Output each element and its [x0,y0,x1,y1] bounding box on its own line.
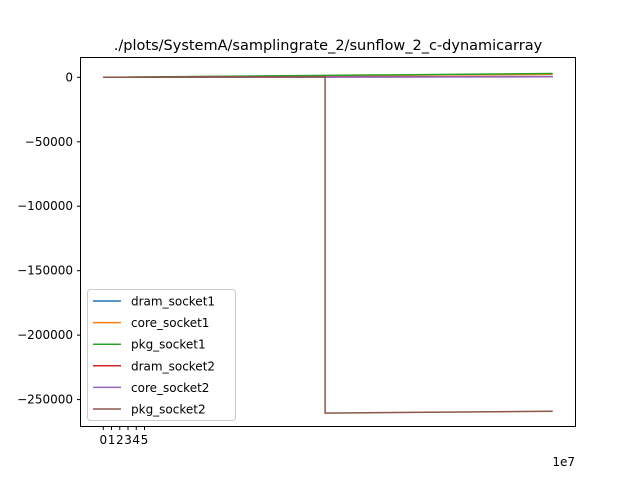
legend-label: dram_socket2 [131,359,215,373]
legend-label: core_socket1 [131,316,209,330]
y-axis: 0 −50000 −100000 −150000 −200000 −250000 [17,70,81,407]
x-tick-label: 3 [124,433,132,447]
plot-frame [80,57,576,427]
legend-label: pkg_socket1 [131,338,206,352]
y-tick-label: −200000 [17,328,73,342]
y-tick-label: −50000 [25,135,73,149]
x-offset-label: 1e7 [552,455,575,469]
plot-lines [103,72,553,414]
series-line-pkg_socket2 [103,75,553,414]
legend: dram_socket1 core_socket1 pkg_socket1 dram_… [87,289,236,421]
legend-label: core_socket2 [131,381,209,395]
legend-label: pkg_socket2 [131,403,206,417]
legend-label: dram_socket1 [131,295,215,309]
y-tick-label: −100000 [17,199,73,213]
x-tick-label: 4 [132,433,140,447]
x-tick-label: 5 [141,433,149,447]
y-tick-label: 0 [65,70,73,84]
x-tick-label: 1 [108,433,116,447]
chart-title: ./plots/SystemA/samplingrate_2/sunflow_2… [114,38,543,54]
y-tick-label: −150000 [17,264,73,278]
legend-box [87,289,236,421]
x-tick-label: 0 [99,433,107,447]
x-tick-label: 2 [116,433,124,447]
y-tick-label: −250000 [17,393,73,407]
